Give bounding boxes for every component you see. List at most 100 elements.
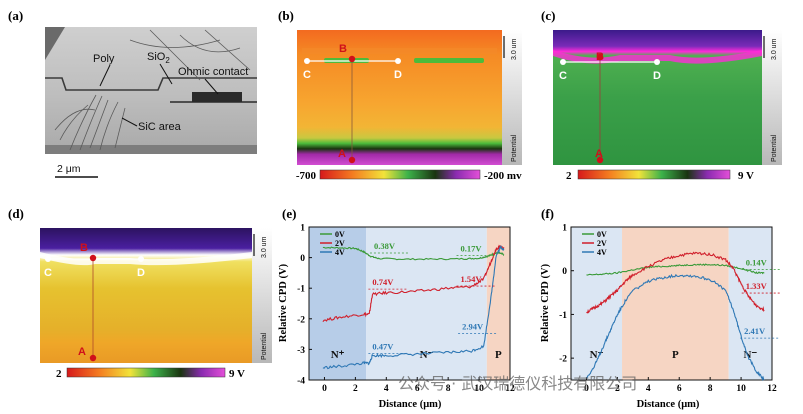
y-tick-label: 1 <box>562 224 567 234</box>
point-c-d <box>45 256 51 262</box>
region-0 <box>571 227 623 380</box>
pad-right-b <box>414 58 484 63</box>
tem-corner-dark <box>45 27 65 60</box>
annotation-label: 0.74V <box>372 277 394 287</box>
kpfm-map-c <box>553 30 762 165</box>
arrow-poly <box>99 64 111 87</box>
kpfm-map-d <box>40 228 252 363</box>
text-a-d: A <box>78 346 86 358</box>
panel-a-label: (a) <box>8 8 23 23</box>
legend-entry: 0V <box>597 230 607 239</box>
region-label: P <box>672 349 679 361</box>
point-d-c <box>654 59 660 65</box>
colorbar-min-b: -700 <box>296 170 317 182</box>
y-tick-label: -2 <box>559 355 567 365</box>
text-c-d: C <box>44 267 52 279</box>
colorbar-b <box>319 169 481 180</box>
y-tick-label: -1 <box>297 285 305 295</box>
x-tick-label: 12 <box>505 384 515 394</box>
chart-e: (e) Distance (μm) Relative CPD (V) N⁺ N⁻ P… <box>278 206 515 410</box>
series-line-2V <box>586 251 765 314</box>
oxide-step-line <box>45 77 257 91</box>
panel-f-label: (f) <box>541 206 554 221</box>
colorbar-max-b: -200 mv <box>484 170 522 182</box>
colorbar-min-c: 2 <box>566 170 572 182</box>
panel-b: (b) C D B A 3.0 um Potential -700 -200 m… <box>278 8 522 182</box>
chart-f: (f) Distance (μm) Relative CPD (V) N⁻ P N⁻… <box>540 206 782 410</box>
y-tick-label: -1 <box>559 311 567 321</box>
text-b-c: B <box>596 51 604 63</box>
region-label: N⁺ <box>331 349 345 361</box>
point-d-d <box>138 256 144 262</box>
panel-a: (a) Poly SiO2 Ohmic contact SiC area 2 μ… <box>8 8 257 178</box>
side-strip-b <box>502 30 522 165</box>
oxide-band-b <box>302 48 497 54</box>
x-tick-label: 2 <box>353 384 358 394</box>
height-label-b: 3.0 um <box>511 38 518 60</box>
label-poly: Poly <box>93 53 115 65</box>
annotation-label: 1.33V <box>746 281 768 291</box>
colorbar-max-d: 9 V <box>229 368 245 380</box>
ohmic-contact-block <box>192 92 242 102</box>
height-label-c: 3.0 um <box>771 38 778 60</box>
y-tick-label: 1 <box>300 224 305 234</box>
legend-entry: 2V <box>597 239 607 248</box>
region-2 <box>728 227 772 380</box>
arrow-sic <box>121 117 138 127</box>
side-label-d: Potential <box>261 332 268 360</box>
text-d-b: D <box>394 69 402 81</box>
side-strip-d <box>252 228 272 363</box>
panel-c: (c) C D B A 3.0 um Potential 2 9 V <box>541 8 782 182</box>
point-b-d <box>89 254 97 262</box>
contact-glow-c <box>553 50 762 64</box>
panel-b-label: (b) <box>278 8 294 23</box>
x-tick-label: 0 <box>584 384 589 394</box>
point-a-b <box>348 156 356 164</box>
annotation-label: 0.14V <box>746 257 768 267</box>
point-c-b <box>304 58 310 64</box>
label-sic: SiC area <box>138 121 182 133</box>
annotation-label: 2.94V <box>462 322 484 332</box>
point-b-c <box>596 53 604 61</box>
y-tick-label: 0 <box>562 267 567 277</box>
legend-entry: 4V <box>597 248 607 257</box>
region-label: N⁻ <box>420 349 434 361</box>
tem-dislocations <box>54 29 251 151</box>
chart-f-ylabel: Relative CPD (V) <box>540 263 551 342</box>
x-tick-label: 6 <box>677 384 682 394</box>
annotation-label: 0.38V <box>374 241 396 251</box>
point-a-d <box>89 354 97 362</box>
text-b-d: B <box>80 242 88 254</box>
series-line-2V <box>322 244 505 323</box>
text-d-c: D <box>653 70 661 82</box>
chart-e-xlabel: Distance (μm) <box>379 399 442 410</box>
plot-frame <box>308 226 511 381</box>
label-ohmic: Ohmic contact <box>178 66 248 78</box>
x-tick-label: 0 <box>322 384 327 394</box>
point-d-b <box>395 58 401 64</box>
annotation-label: 0.17V <box>461 243 483 253</box>
x-tick-label: 4 <box>384 384 389 394</box>
series-line-0V <box>586 263 765 276</box>
panel-d: (d) C D B A 3.0 um Potential 2 9 V <box>8 206 272 380</box>
label-sio2: SiO2 <box>147 51 170 65</box>
legend-entry: 4V <box>335 248 345 257</box>
x-tick-label: 6 <box>415 384 420 394</box>
chart-f-xlabel: Distance (μm) <box>637 399 700 410</box>
y-tick-label: -4 <box>297 377 305 387</box>
text-a-c: A <box>595 148 603 160</box>
text-c-c: C <box>559 70 567 82</box>
point-b-b <box>348 55 356 63</box>
x-tick-label: 4 <box>646 384 651 394</box>
y-tick-label: -3 <box>297 346 305 356</box>
region-1 <box>622 227 729 380</box>
panel-d-label: (d) <box>8 206 24 221</box>
colorbar-min-d: 2 <box>56 368 62 380</box>
y-tick-label: -2 <box>297 315 305 325</box>
arrow-ohmic <box>204 78 219 95</box>
scale-bar-label: 2 μm <box>57 163 81 175</box>
tem-bottom-band <box>45 145 257 154</box>
text-c-b: C <box>303 69 311 81</box>
y-tick-label: 0 <box>300 254 305 264</box>
